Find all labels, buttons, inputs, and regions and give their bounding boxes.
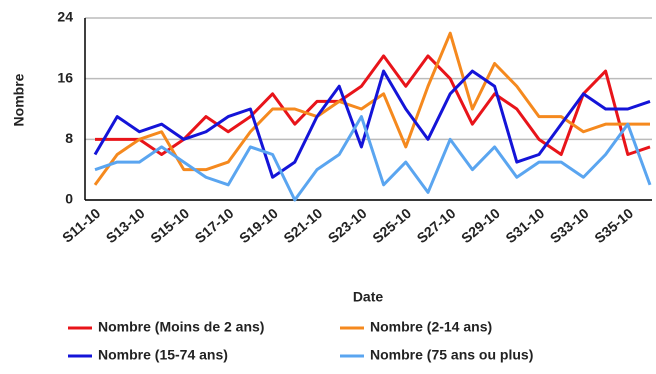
y-tick-label: 8 xyxy=(65,130,73,146)
legend-label: Nombre (Moins de 2 ans) xyxy=(98,319,264,335)
x-tick-label: S21-10 xyxy=(280,205,325,246)
series-line xyxy=(95,54,651,156)
x-tick-label: S35-10 xyxy=(591,205,636,246)
y-tick-label: 16 xyxy=(57,69,73,85)
series-line xyxy=(93,69,651,179)
x-tick-label: S17-10 xyxy=(192,205,237,246)
y-tick-label: 0 xyxy=(65,191,73,207)
x-tick-label: S15-10 xyxy=(147,205,192,246)
legend-label: Nombre (15-74 ans) xyxy=(98,347,228,363)
x-tick-label: S31-10 xyxy=(502,205,547,246)
legend-label: Nombre (2-14 ans) xyxy=(370,319,492,335)
x-tick-label: S33-10 xyxy=(547,205,592,246)
x-tick-label: S13-10 xyxy=(103,205,148,246)
x-tick-label: S27-10 xyxy=(414,205,459,246)
y-axis-title: Nombre xyxy=(11,73,27,126)
series-line xyxy=(93,31,650,186)
x-tick-label: S11-10 xyxy=(59,205,103,246)
x-tick-label: S25-10 xyxy=(369,205,414,246)
x-axis-title: Date xyxy=(353,289,384,305)
legend-label: Nombre (75 ans ou plus) xyxy=(370,347,533,363)
x-tick-label: S19-10 xyxy=(236,205,281,246)
x-tick-label: S29-10 xyxy=(458,205,503,246)
x-tick-label: S23-10 xyxy=(325,205,370,246)
series-line xyxy=(94,115,652,202)
y-tick-label: 24 xyxy=(57,9,73,25)
